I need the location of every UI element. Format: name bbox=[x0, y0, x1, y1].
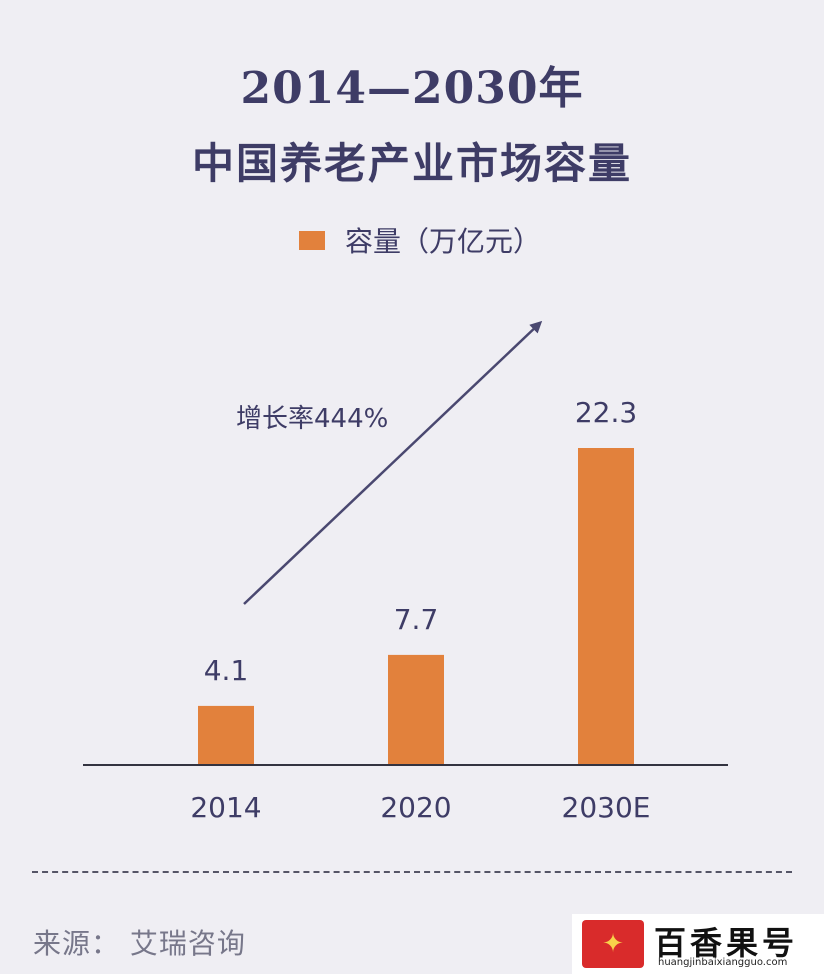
data-label-2014: 4.1 bbox=[204, 654, 249, 687]
chart-title-line2: 中国养老产业市场容量 bbox=[191, 139, 632, 188]
legend: 容量（万亿元） bbox=[299, 222, 541, 258]
data-label-2020: 7.7 bbox=[394, 603, 439, 636]
x-tick-label-2014: 2014 bbox=[190, 791, 261, 824]
growth-annotation: 增长率444% bbox=[236, 404, 388, 434]
bar-2030E bbox=[578, 448, 634, 764]
x-tick-label-2020: 2020 bbox=[380, 791, 451, 824]
data-label-2030E: 22.3 bbox=[575, 396, 637, 429]
bar-2020 bbox=[388, 654, 444, 764]
star-icon: ✦ bbox=[602, 929, 624, 959]
bar-2014 bbox=[198, 705, 254, 764]
source-note: 来源： 艾瑞咨询 bbox=[33, 927, 246, 960]
watermark: ✦ 百香果号 huangjinbaixiangguo.com bbox=[572, 914, 824, 974]
dashed-divider bbox=[32, 871, 792, 873]
bar-series: 4.1 2014 7.7 2020 22.3 2030E bbox=[190, 396, 650, 824]
watermark-name: 百香果号 bbox=[654, 924, 799, 962]
growth-arrow bbox=[243, 320, 543, 605]
legend-swatch bbox=[299, 230, 325, 250]
watermark-url: huangjinbaixiangguo.com bbox=[658, 957, 788, 968]
chart-title-line1: 2014—2030年 bbox=[240, 63, 584, 114]
watermark-logo-icon: ✦ bbox=[582, 920, 644, 968]
legend-label: 容量（万亿元） bbox=[345, 225, 542, 258]
x-tick-label-2030E: 2030E bbox=[562, 791, 651, 824]
